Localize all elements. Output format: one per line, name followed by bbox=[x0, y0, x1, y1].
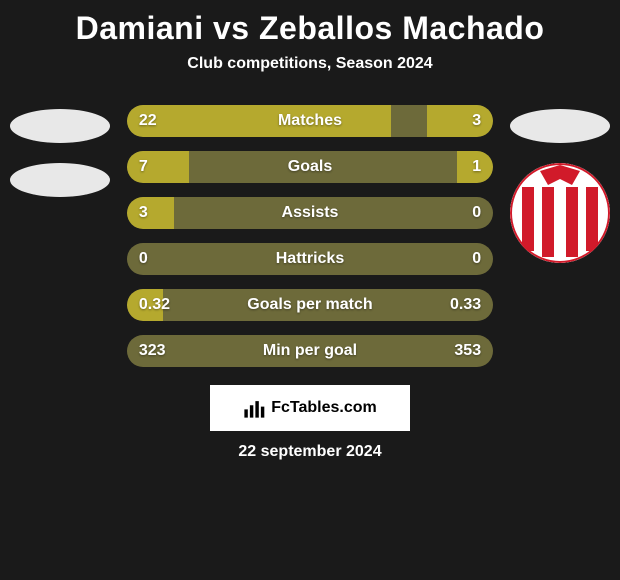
stat-bar: 0.32Goals per match0.33 bbox=[127, 289, 493, 321]
bar-label: Matches bbox=[127, 105, 493, 137]
date-label: 22 september 2024 bbox=[238, 443, 381, 461]
stat-bar: 7Goals1 bbox=[127, 151, 493, 183]
player-photo-placeholder-right bbox=[510, 109, 610, 143]
stat-bar: 0Hattricks0 bbox=[127, 243, 493, 275]
left-player-col bbox=[6, 105, 115, 197]
player-photo-placeholder-left bbox=[10, 109, 110, 143]
brand-box[interactable]: FcTables.com bbox=[210, 385, 410, 431]
bar-label: Goals bbox=[127, 151, 493, 183]
infographic-container: Damiani vs Zeballos Machado Club competi… bbox=[0, 0, 620, 461]
club-logo-placeholder-left bbox=[10, 163, 110, 197]
bar-chart-icon bbox=[243, 397, 265, 419]
bar-value-right: 353 bbox=[454, 335, 481, 367]
stat-bar: 3Assists0 bbox=[127, 197, 493, 229]
bar-value-right: 0 bbox=[472, 197, 481, 229]
bar-value-right: 3 bbox=[472, 105, 481, 137]
club-badge-icon bbox=[510, 163, 610, 263]
bar-value-right: 0.33 bbox=[450, 289, 481, 321]
content-row: 22Matches37Goals13Assists00Hattricks00.3… bbox=[0, 105, 620, 367]
bar-label: Min per goal bbox=[127, 335, 493, 367]
stat-bar: 22Matches3 bbox=[127, 105, 493, 137]
club-badge-right bbox=[510, 163, 610, 263]
stats-bars: 22Matches37Goals13Assists00Hattricks00.3… bbox=[127, 105, 493, 367]
bar-value-right: 1 bbox=[472, 151, 481, 183]
page-title: Damiani vs Zeballos Machado bbox=[76, 10, 545, 47]
stat-bar: 323Min per goal353 bbox=[127, 335, 493, 367]
subtitle: Club competitions, Season 2024 bbox=[187, 55, 432, 73]
right-player-col bbox=[505, 105, 614, 263]
bar-label: Hattricks bbox=[127, 243, 493, 275]
brand-label: FcTables.com bbox=[271, 399, 377, 417]
bar-value-right: 0 bbox=[472, 243, 481, 275]
bar-label: Goals per match bbox=[127, 289, 493, 321]
bar-label: Assists bbox=[127, 197, 493, 229]
